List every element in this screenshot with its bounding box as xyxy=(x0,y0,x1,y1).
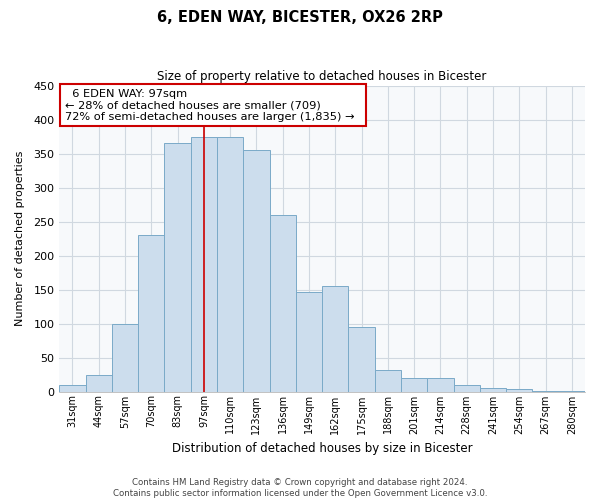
Bar xyxy=(349,327,375,392)
Text: Contains HM Land Registry data © Crown copyright and database right 2024.
Contai: Contains HM Land Registry data © Crown c… xyxy=(113,478,487,498)
Bar xyxy=(454,384,480,392)
Bar xyxy=(59,384,86,392)
Bar xyxy=(138,235,164,392)
Bar xyxy=(112,324,138,392)
Bar xyxy=(164,144,191,392)
Bar xyxy=(506,390,532,392)
Bar xyxy=(191,136,217,392)
Bar xyxy=(86,374,112,392)
Bar xyxy=(427,378,454,392)
Bar xyxy=(217,136,244,392)
Bar xyxy=(375,370,401,392)
Text: 6, EDEN WAY, BICESTER, OX26 2RP: 6, EDEN WAY, BICESTER, OX26 2RP xyxy=(157,10,443,25)
Bar xyxy=(401,378,427,392)
Bar xyxy=(296,292,322,392)
Bar xyxy=(244,150,269,392)
X-axis label: Distribution of detached houses by size in Bicester: Distribution of detached houses by size … xyxy=(172,442,472,455)
Bar xyxy=(532,391,559,392)
Bar xyxy=(322,286,349,392)
Title: Size of property relative to detached houses in Bicester: Size of property relative to detached ho… xyxy=(157,70,487,83)
Bar xyxy=(559,391,585,392)
Bar xyxy=(480,388,506,392)
Text: 6 EDEN WAY: 97sqm
← 28% of detached houses are smaller (709)
72% of semi-detache: 6 EDEN WAY: 97sqm ← 28% of detached hous… xyxy=(65,88,361,122)
Y-axis label: Number of detached properties: Number of detached properties xyxy=(15,151,25,326)
Bar xyxy=(269,214,296,392)
